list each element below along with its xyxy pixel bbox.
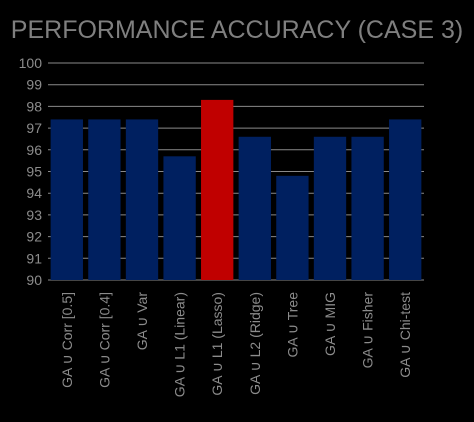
y-tick-label: 98 [26,98,42,114]
bar [238,136,271,280]
x-category-label: GA ∪ Corr [0.4] [96,292,112,388]
y-tick-label: 97 [26,120,42,136]
y-tick-label: 90 [26,272,42,288]
y-axis-ticks: 90 91 92 93 94 95 96 97 98 99 100 [19,55,43,288]
x-axis-labels: GA ∪ Corr [0.5] GA ∪ Corr [0.4] GA ∪ Var GA… [59,292,413,398]
y-tick-label: 96 [26,142,42,158]
x-category-label: GA ∪ Chi-test [397,292,413,378]
x-category-label: GA ∪ Tree [284,292,300,358]
x-category-label: GA ∪ Var [134,292,150,351]
bar [88,119,121,280]
bar [201,99,234,280]
y-tick-label: 94 [26,185,42,201]
y-tick-label: 95 [26,164,42,180]
bar [163,156,196,280]
bar [389,119,422,280]
chart-title: PERFORMANCE ACCURACY (CASE 3) [11,16,463,44]
bar [276,175,309,280]
bar [313,136,347,280]
bar [125,119,159,280]
x-category-label: GA ∪ L1 (Lasso) [209,292,225,396]
bar [50,119,83,280]
y-tick-label: 91 [26,250,42,266]
bars [50,99,422,280]
y-tick-label: 92 [26,229,42,245]
y-tick-label: 93 [26,207,42,223]
bar [351,136,384,280]
y-tick-label: 99 [26,77,42,93]
y-tick-label: 100 [19,55,43,71]
x-category-label: GA ∪ L1 (Linear) [172,292,188,397]
x-category-label: GA ∪ MIG [322,292,338,356]
x-category-label: GA ∪ Fisher [360,292,376,369]
x-category-label: GA ∪ L2 (Ridge) [247,292,263,395]
x-category-label: GA ∪ Corr [0.5] [59,292,75,388]
